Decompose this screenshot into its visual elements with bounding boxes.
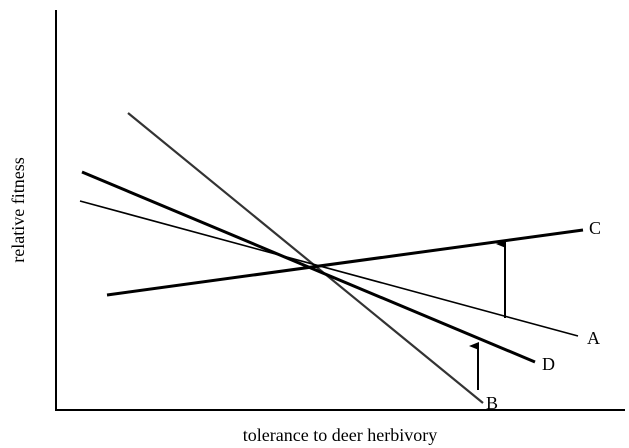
line-b [127,112,484,404]
line-label: B [486,393,498,413]
line-label: A [587,328,600,348]
x-axis-label: tolerance to deer herbivory [243,425,437,445]
line-a [79,200,579,337]
line-c [106,228,584,297]
line-label: D [542,354,555,374]
y-axis-label: relative fitness [8,157,28,262]
line-label: C [589,218,601,238]
